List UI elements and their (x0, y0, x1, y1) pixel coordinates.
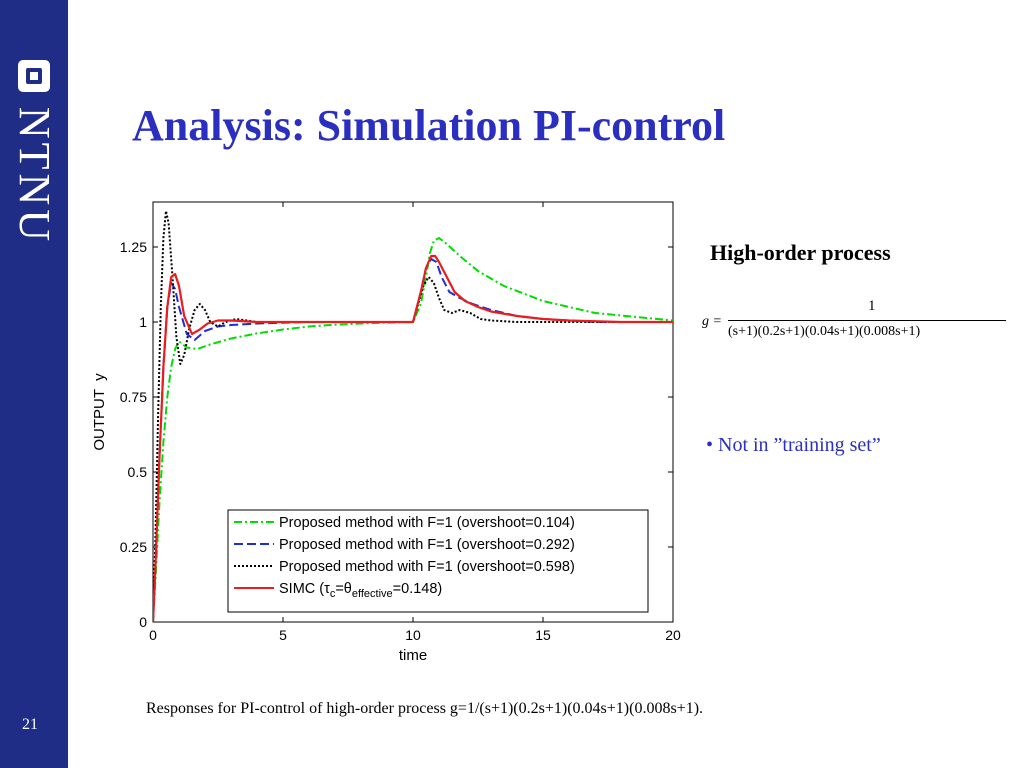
slide-title: Analysis: Simulation PI-control (132, 101, 726, 150)
ntnu-sidebar: NTNU 21 (0, 0, 68, 768)
formula-numerator: 1 (868, 298, 876, 314)
formula-lhs: g = (702, 314, 722, 329)
series-line-3 (153, 254, 673, 622)
x-tick-label: 20 (665, 627, 681, 643)
x-tick-label: 15 (535, 627, 551, 643)
legend-entry-overshoot-0104: Proposed method with F=1 (overshoot=0.10… (279, 515, 575, 531)
slide-page-number: 21 (22, 716, 38, 733)
y-tick-label: 0.75 (120, 389, 147, 405)
legend-entry-simc: SIMC (τc=θeffective=0.148) (279, 581, 442, 600)
series-line-0 (153, 237, 673, 622)
legend-entry-overshoot-0292: Proposed method with F=1 (overshoot=0.29… (279, 537, 575, 553)
chart-series (153, 210, 673, 622)
y-tick-label: 0.5 (128, 464, 148, 480)
x-tick-label: 5 (279, 627, 287, 643)
formula-denominator: (s+1)(0.2s+1)(0.04s+1)(0.008s+1) (728, 324, 921, 339)
bullet-note: • Not in ”training set” (706, 434, 881, 456)
x-tick-label: 10 (405, 627, 421, 643)
x-axis-label: time (399, 647, 427, 664)
ntnu-logo-icon (18, 60, 50, 92)
y-tick-label: 0 (139, 614, 147, 630)
chart-legend: Proposed method with F=1 (overshoot=0.10… (227, 509, 649, 613)
legend-box (227, 509, 649, 613)
y-tick-label: 1.25 (120, 239, 147, 255)
figure-caption: Responses for PI-control of high-order p… (146, 700, 704, 717)
legend-entry-overshoot-0598: Proposed method with F=1 (overshoot=0.59… (279, 559, 575, 575)
y-axis-label: OUTPUT y (91, 373, 108, 451)
y-tick-label: 0.25 (120, 539, 147, 555)
y-tick-label: 1 (139, 314, 147, 330)
process-heading: High-order process (710, 240, 891, 265)
x-tick-label: 0 (149, 627, 157, 643)
ntnu-logo-text: NTNU (10, 106, 59, 246)
formula-fraction-bar (728, 320, 1006, 321)
